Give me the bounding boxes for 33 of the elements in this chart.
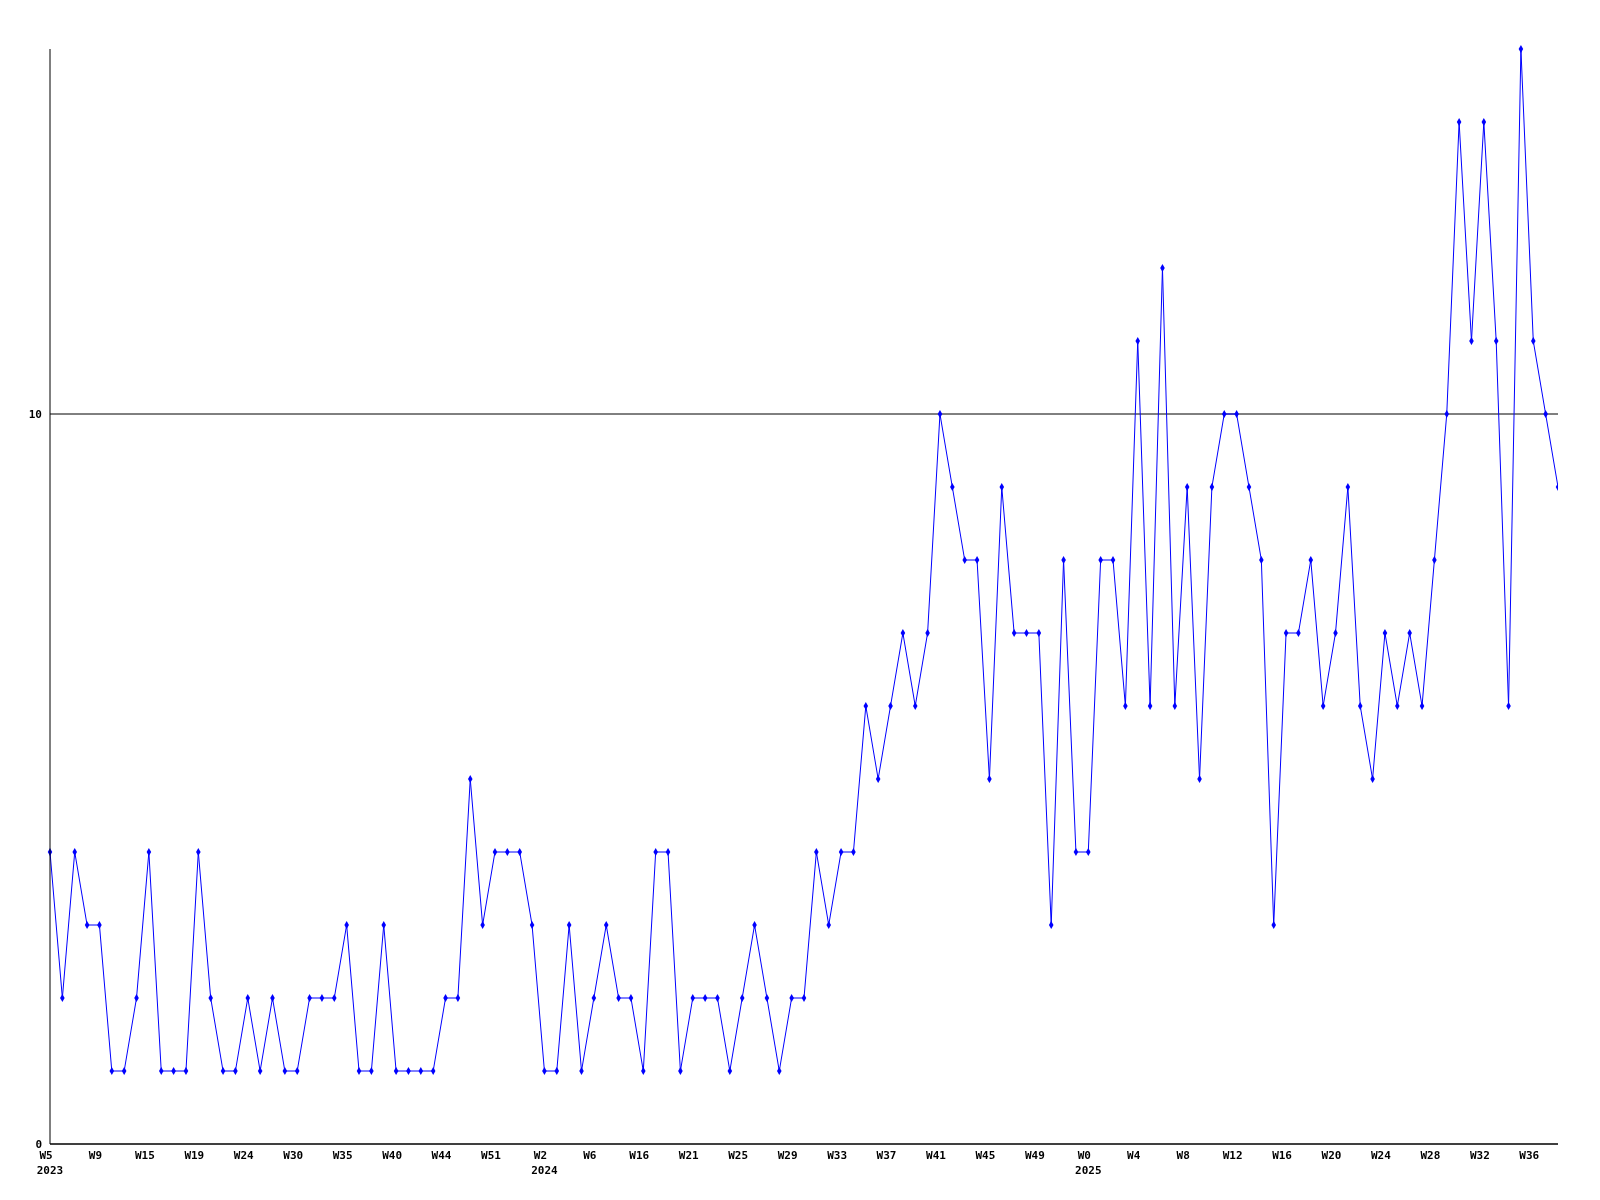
x-tick-label: W33 <box>827 1149 848 1162</box>
x-tick-label: W0 2025 <box>1075 1149 1102 1177</box>
x-tick-label: W25 <box>728 1149 749 1162</box>
x-tick-label: W5 2023 <box>36 1149 64 1177</box>
x-tick-label: W4 <box>1127 1149 1141 1162</box>
x-tick-label: W40 <box>382 1149 403 1162</box>
x-tick-label: W41 <box>926 1149 947 1162</box>
x-tick-label: W19 <box>184 1149 205 1162</box>
x-tick-label: W37 <box>876 1149 897 1162</box>
x-tick-label: W30 <box>283 1149 304 1162</box>
x-tick-label: W9 <box>88 1149 103 1162</box>
x-tick-label: W24 <box>233 1149 255 1162</box>
x-tick-label: W29 <box>777 1149 798 1162</box>
x-tick-label: W28 <box>1420 1149 1441 1162</box>
x-tick-label: W2 2024 <box>531 1149 559 1177</box>
x-tick-label: W6 <box>583 1149 597 1162</box>
x-tick-label: W20 <box>1321 1149 1342 1162</box>
x-tick-label: W12 <box>1222 1149 1243 1162</box>
y-tick-label: 0 <box>35 1137 42 1151</box>
x-tick-label: W32 <box>1469 1149 1490 1162</box>
y-tick-label: 10 <box>28 407 42 421</box>
x-tick-label: W49 <box>1024 1149 1045 1162</box>
x-tick-label: W51 <box>481 1149 502 1162</box>
x-tick-label: W35 <box>332 1149 353 1162</box>
x-tick-label: W24 <box>1371 1149 1392 1162</box>
x-tick-label: W44 <box>431 1149 452 1162</box>
x-tick-label: W45 <box>975 1149 996 1162</box>
x-tick-label: W16 <box>1272 1149 1293 1162</box>
x-tick-label: W15 <box>134 1149 155 1162</box>
x-tick-label: W36 <box>1519 1149 1540 1162</box>
x-tick-label: W16 <box>629 1149 650 1162</box>
x-tick-label: W8 <box>1176 1149 1190 1162</box>
x-tick-label: W21 <box>678 1149 700 1162</box>
